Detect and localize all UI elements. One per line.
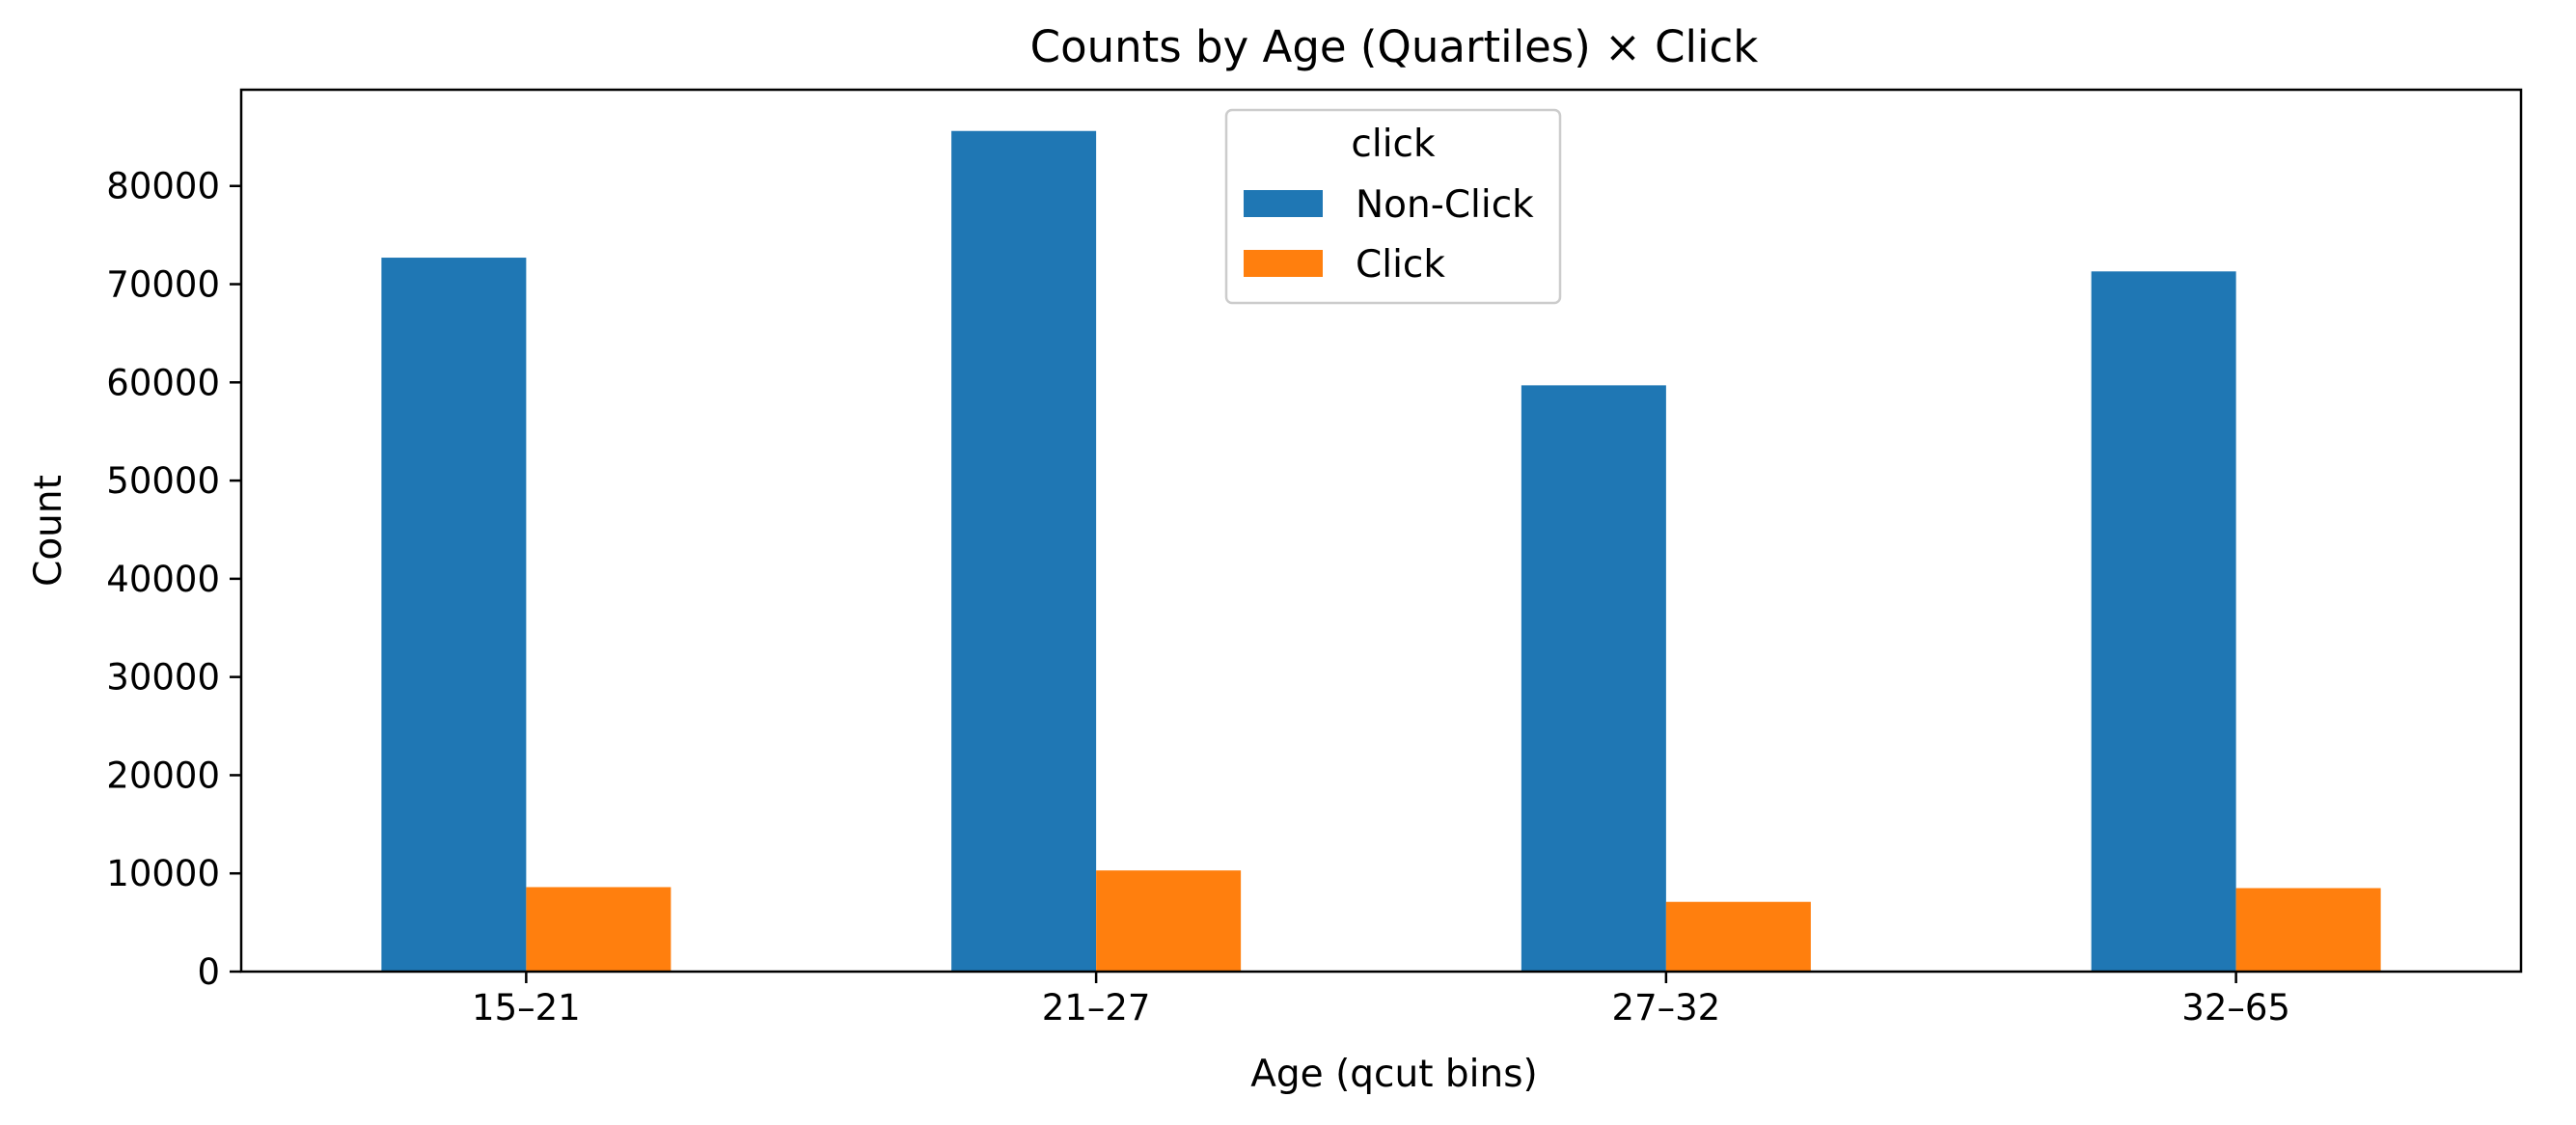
- legend-label-non-click: Non-Click: [1356, 183, 1534, 227]
- x-axis: 15–21 21–27 27–32 32–65: [472, 972, 2290, 1029]
- y-tick-label: 80000: [106, 166, 220, 207]
- y-tick-label: 0: [197, 951, 220, 993]
- y-tick-label: 60000: [106, 362, 220, 403]
- legend-swatch-non-click: [1244, 190, 1323, 217]
- y-tick-label: 50000: [106, 460, 220, 502]
- bar-click-2: [1665, 901, 1811, 972]
- bar-non-click-2: [1521, 385, 1666, 972]
- y-tick-label: 40000: [106, 559, 220, 600]
- plot-frame: [239, 88, 2523, 974]
- bar-non-click-3: [2091, 271, 2236, 972]
- y-tick-label: 10000: [106, 853, 220, 894]
- bar-click-1: [1096, 870, 1242, 972]
- legend-label-click: Click: [1356, 243, 1445, 287]
- x-tick-label: 32–65: [2181, 987, 2290, 1029]
- legend: click Non-Click Click: [1224, 108, 1562, 305]
- y-axis: 0 10000 20000 30000 40000 50000 60000 70000 8000…: [106, 166, 241, 993]
- x-tick-label: 27–32: [1612, 987, 1721, 1029]
- y-axis-label: Count: [27, 475, 70, 587]
- legend-swatch-click: [1244, 250, 1323, 277]
- legend-title: click: [1351, 123, 1436, 166]
- bar-non-click-0: [381, 258, 527, 973]
- y-tick-label: 30000: [106, 657, 220, 699]
- y-tick-label: 20000: [106, 755, 220, 796]
- bars-group: [381, 130, 2381, 973]
- x-axis-label: Age (qcut bins): [1250, 1053, 1538, 1096]
- bar-click-0: [526, 887, 671, 972]
- chart-title: Counts by Age (Quartiles) × Click: [1030, 21, 1759, 72]
- x-tick-label: 15–21: [472, 987, 581, 1029]
- x-tick-label: 21–27: [1042, 987, 1151, 1029]
- bar-non-click-1: [951, 130, 1097, 972]
- bar-click-3: [2235, 888, 2381, 972]
- y-tick-label: 70000: [106, 264, 220, 306]
